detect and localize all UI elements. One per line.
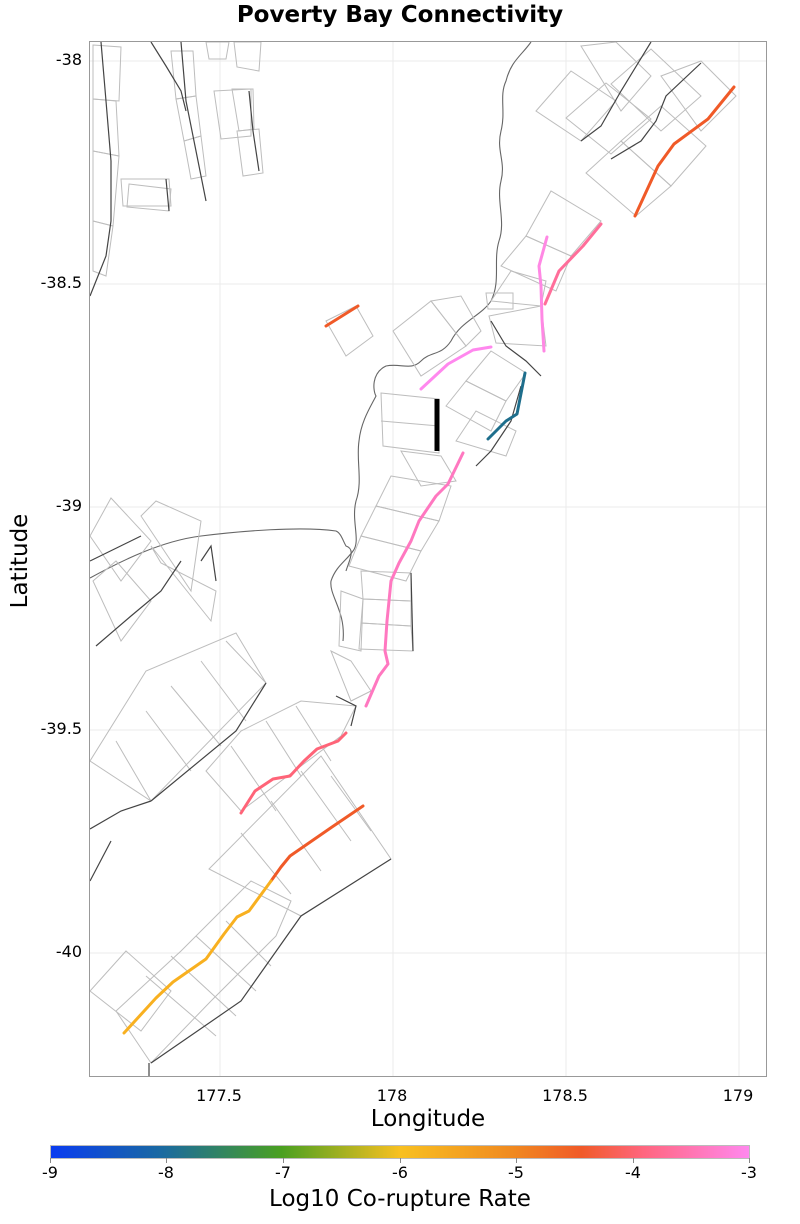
colorbar-label: Log10 Co-rupture Rate	[269, 1186, 531, 1212]
x-tick: 177.5	[196, 1086, 242, 1105]
rupture-upper-coastal	[543, 222, 603, 306]
coastline-bay	[90, 528, 352, 579]
fault-map	[90, 42, 766, 1076]
colorbar-tick: -5	[508, 1163, 524, 1182]
rupture-north-bay	[419, 345, 493, 391]
x-tick: 178	[376, 1086, 408, 1105]
gridlines	[90, 42, 766, 1076]
rupture-isolated	[324, 304, 360, 328]
highlighted-ruptures	[122, 85, 736, 1035]
rupture-sw-south	[122, 879, 273, 1035]
y-tick: -38.5	[40, 273, 82, 292]
colorbar-tick: -6	[392, 1163, 408, 1182]
rupture-southern	[239, 731, 348, 815]
x-tick: 179	[722, 1086, 754, 1105]
y-tick: -39	[55, 496, 82, 515]
y-axis-label: Latitude	[7, 513, 33, 609]
colorbar-tick: -9	[42, 1163, 58, 1182]
y-tick: -40	[55, 942, 82, 961]
rupture-central	[364, 451, 465, 708]
rupture-inner	[486, 371, 527, 441]
fault-traces	[90, 42, 702, 1076]
colorbar-tick: -8	[158, 1163, 174, 1182]
fault-polygons	[90, 42, 737, 1064]
plot-area	[89, 41, 767, 1077]
chart-title: Poverty Bay Connectivity	[236, 2, 564, 28]
x-tick: 178.5	[542, 1086, 588, 1105]
x-axis-label: Longitude	[370, 1106, 486, 1132]
rupture-ne	[633, 85, 736, 218]
coastline	[330, 42, 532, 642]
y-tick: -38	[55, 50, 82, 69]
rupture-sw-north	[269, 804, 365, 883]
colorbar-tick: -7	[275, 1163, 291, 1182]
rupture-upper-inner	[537, 235, 549, 353]
colorbar-tick: -3	[741, 1163, 757, 1182]
colorbar	[50, 1145, 750, 1159]
colorbar-tick: -4	[625, 1163, 641, 1182]
y-tick: -39.5	[40, 719, 82, 738]
